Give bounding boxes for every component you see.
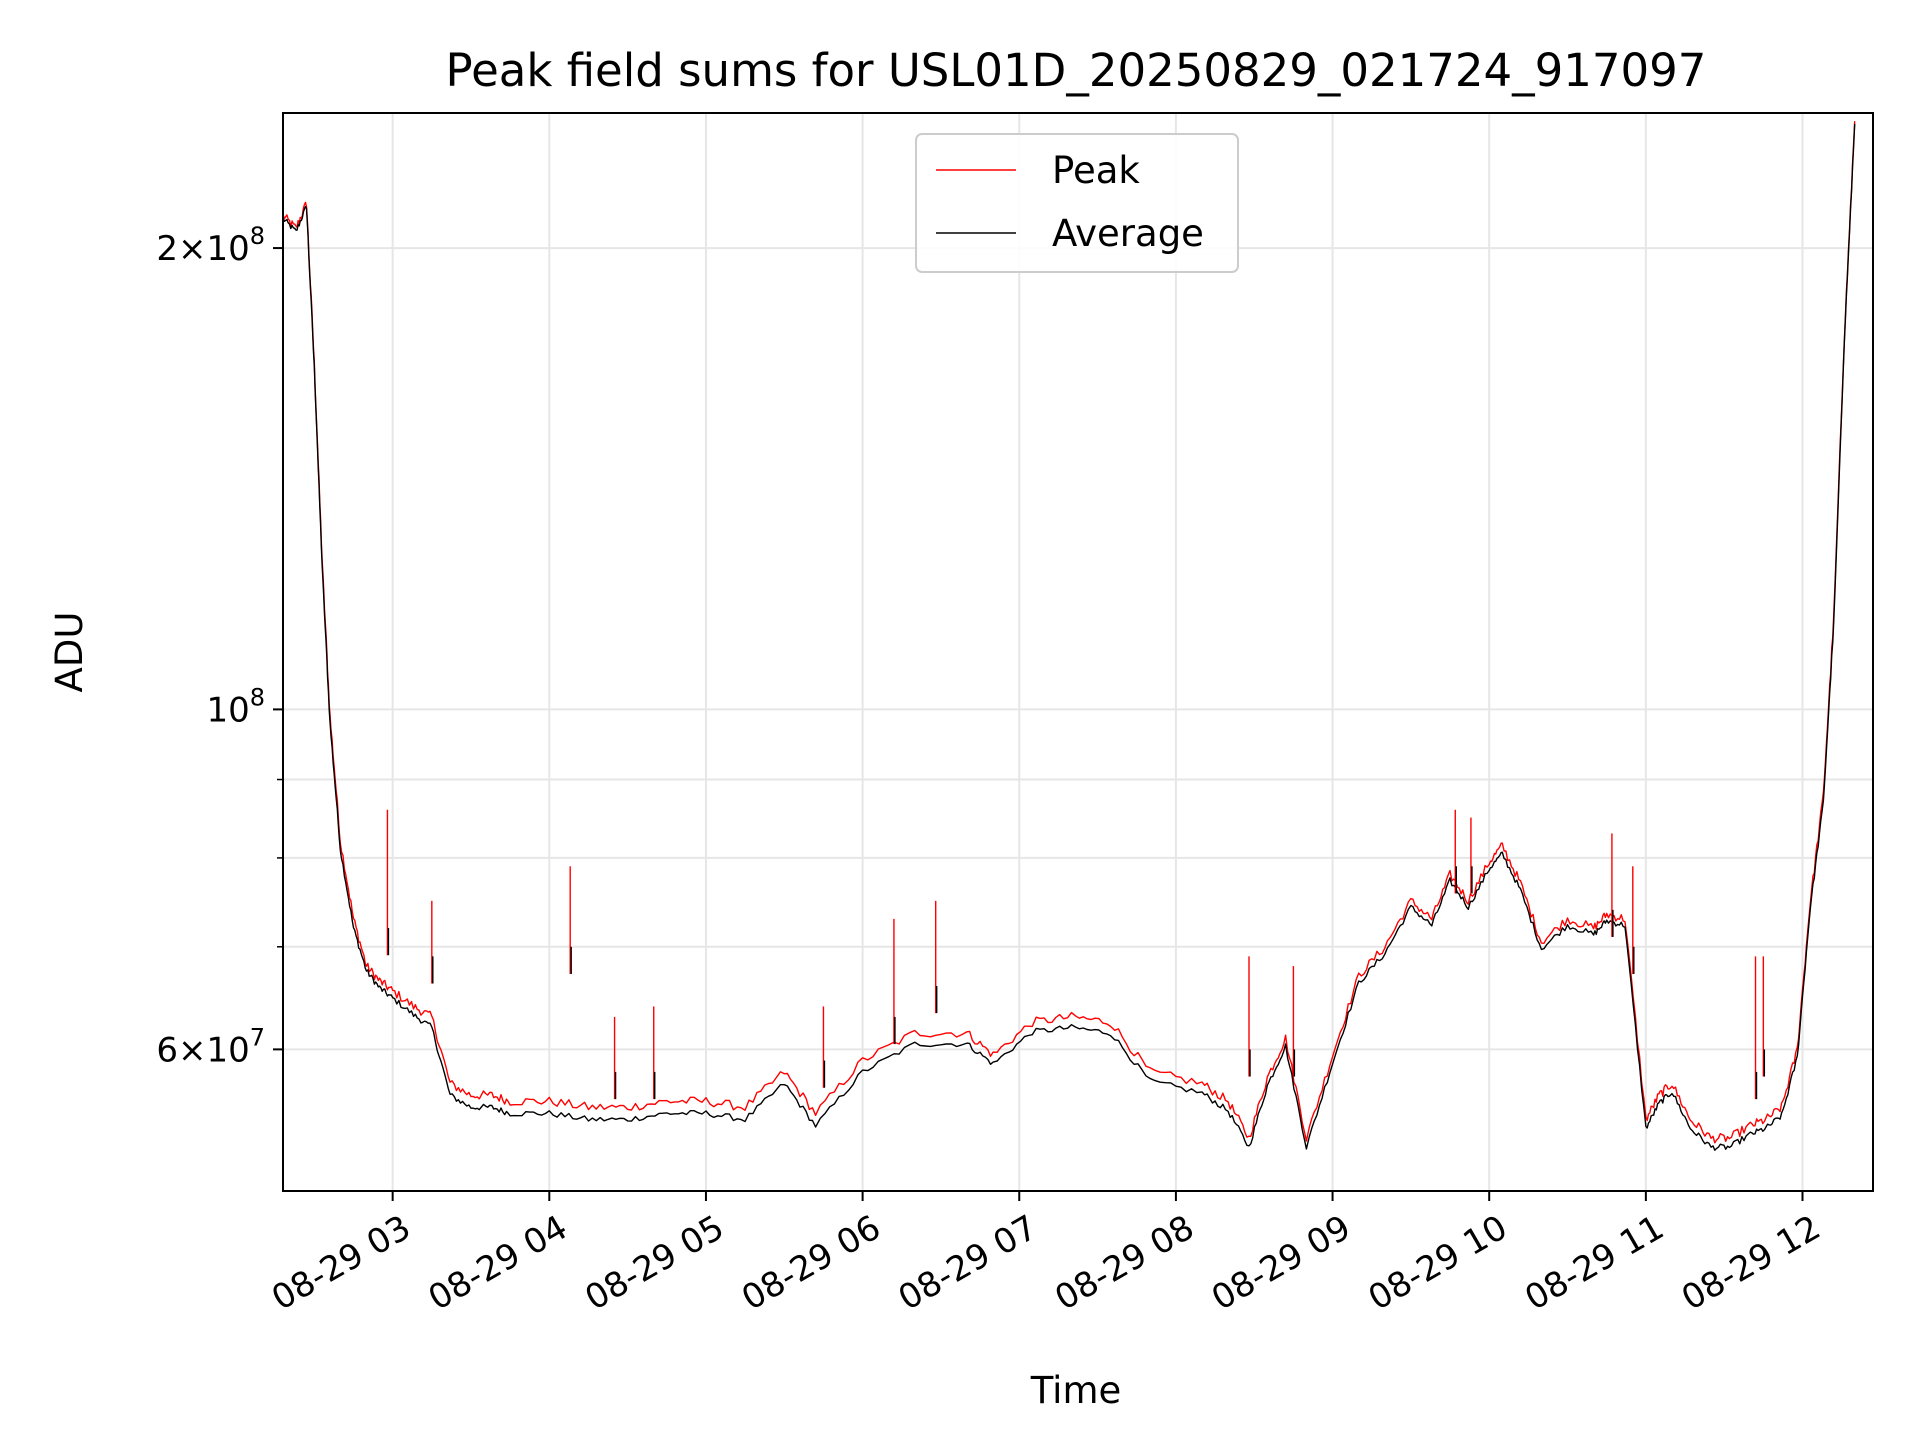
series-line-peak (283, 121, 1856, 1144)
y-tick-label: 108 (206, 683, 265, 730)
legend-label-average: Average (1052, 212, 1204, 255)
x-axis-label: Time (1030, 1369, 1122, 1412)
grid (283, 113, 1873, 1191)
legend: Peak Average (915, 133, 1239, 273)
legend-box (915, 133, 1239, 273)
chart-title: Peak field sums for USL01D_20250829_0217… (446, 44, 1707, 97)
plot-frame (282, 112, 1874, 1192)
legend-label-peak: Peak (1052, 149, 1140, 192)
y-axis: 6×107 108 2×108 (156, 222, 283, 1070)
y-tick-label: 6×107 (156, 1023, 265, 1070)
y-axis-label: ADU (48, 612, 91, 693)
y-tick-label: 2×108 (156, 222, 265, 269)
series-line-average (283, 123, 1856, 1151)
series-layer (283, 121, 1856, 1151)
